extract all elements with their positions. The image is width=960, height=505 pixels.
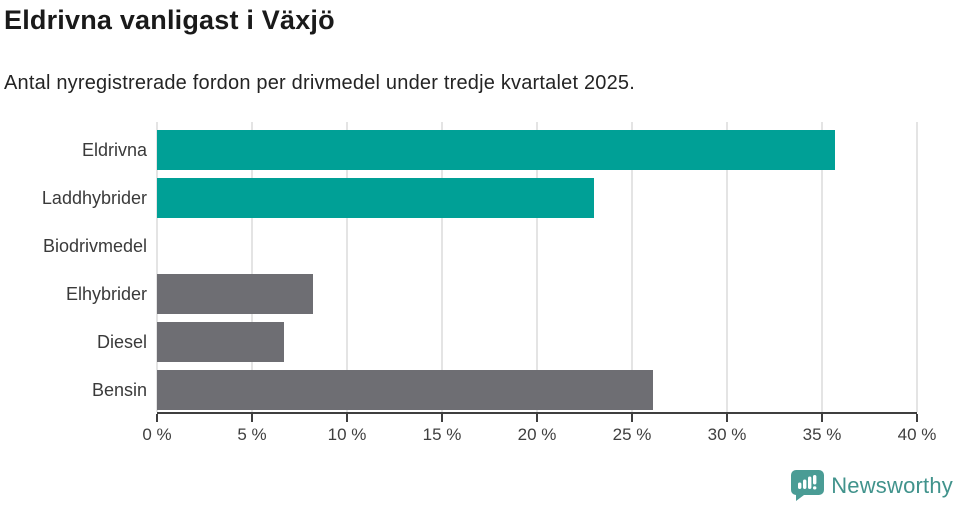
newsworthy-branding: Newsworthy xyxy=(791,470,953,501)
gridline-5 xyxy=(251,122,253,412)
bar-row xyxy=(157,270,917,318)
x-tick-mark-20 xyxy=(536,414,538,422)
x-tick-label-35: 35 % xyxy=(802,425,842,444)
bar-bensin xyxy=(157,370,653,410)
gridline-35 xyxy=(821,122,823,412)
newsworthy-logo-text: Newsworthy xyxy=(831,472,953,498)
x-tick-mark-15 xyxy=(441,414,443,422)
category-label-biodrivmedel: Biodrivmedel xyxy=(42,235,147,256)
bar-diesel xyxy=(157,322,285,362)
bar-row xyxy=(157,318,917,366)
category-label-diesel: Diesel xyxy=(96,331,147,352)
x-axis: 0 % 5 % 10 % 15 % 20 % 25 % 30 % 35 % 40 % xyxy=(142,414,936,454)
bar-row xyxy=(157,366,917,414)
x-tick-label-20: 20 % xyxy=(517,425,557,444)
category-label-eldrivna: Eldrivna xyxy=(81,139,147,160)
plot-area xyxy=(156,122,918,414)
x-tick-label-25: 25 % xyxy=(612,425,652,444)
bar-row xyxy=(157,126,917,174)
chart-title: Eldrivna vanligast i Växjö xyxy=(4,5,335,35)
gridline-10 xyxy=(346,122,348,412)
x-tick-mark-35 xyxy=(821,414,823,422)
y-axis-category-labels: Eldrivna Laddhybrider Biodrivmedel Elhybrid… xyxy=(0,126,147,414)
category-label-bensin: Bensin xyxy=(91,379,147,400)
gridline-15 xyxy=(441,122,443,412)
x-tick-mark-40 xyxy=(916,414,918,422)
newsworthy-logo-icon xyxy=(791,470,825,501)
bar-series xyxy=(157,126,917,414)
gridline-0 xyxy=(156,122,158,412)
x-tick-mark-10 xyxy=(346,414,348,422)
gridline-20 xyxy=(536,122,538,412)
x-tick-label-5: 5 % xyxy=(237,425,267,444)
bar-laddhybrider xyxy=(157,178,594,218)
gridline-40 xyxy=(916,122,918,412)
x-tick-mark-25 xyxy=(631,414,633,422)
gridline-25 xyxy=(631,122,633,412)
category-label-elhybrider: Elhybrider xyxy=(65,283,147,304)
x-tick-label-40: 40 % xyxy=(897,425,937,444)
bar-row xyxy=(157,222,917,270)
x-tick-label-30: 30 % xyxy=(707,425,747,444)
bar-row xyxy=(157,174,917,222)
x-tick-label-15: 15 % xyxy=(422,425,462,444)
x-tick-label-0: 0 % xyxy=(142,425,172,444)
x-tick-mark-0 xyxy=(156,414,158,422)
gridline-30 xyxy=(726,122,728,412)
category-label-laddhybrider: Laddhybrider xyxy=(41,187,147,208)
chart-subtitle: Antal nyregistrerade fordon per drivmede… xyxy=(4,72,636,94)
bar-elhybrider xyxy=(157,274,313,314)
x-tick-mark-5 xyxy=(251,414,253,422)
x-tick-mark-30 xyxy=(726,414,728,422)
x-tick-label-10: 10 % xyxy=(327,425,367,444)
bar-eldrivna xyxy=(157,130,836,170)
